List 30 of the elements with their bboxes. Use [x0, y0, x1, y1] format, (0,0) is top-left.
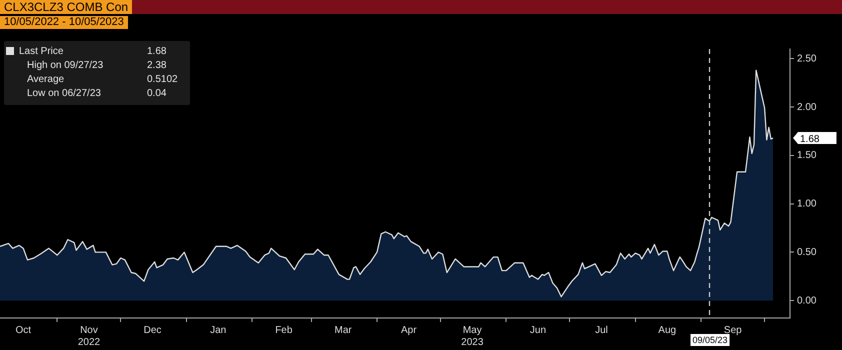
annotation: 1.68: [800, 134, 820, 145]
y-tick-label: 1.50: [797, 150, 817, 162]
chart-title: CLX3CLZ3 COMB Con: [0, 0, 132, 14]
ref-line-label: 09/05/23: [692, 334, 728, 345]
y-tick-label: 2.00: [797, 102, 817, 113]
y-tick-label: 0.50: [797, 246, 817, 258]
chart-subtitle: 10/05/2022 - 10/05/2023: [0, 16, 128, 29]
x-tick-label: Sep: [724, 324, 742, 336]
annotation: High on 09/27/23: [26, 60, 104, 72]
x-tick-label: Jul: [595, 324, 608, 336]
x-tick-label: Oct: [16, 324, 32, 336]
x-tick-label: Jun: [530, 324, 546, 336]
x-tick-label: Apr: [400, 324, 418, 336]
x-tick-label: Aug: [658, 324, 676, 336]
y-tick-label: 0.00: [797, 295, 817, 306]
x-tick-label: May 2023: [461, 324, 484, 348]
x-tick-label: Mar: [334, 324, 352, 336]
annotation: 0.04: [146, 88, 168, 100]
x-tick-label: Jan: [210, 324, 226, 336]
annotation: 2.38: [146, 60, 168, 72]
annotation: 0.5102: [146, 74, 179, 86]
x-tick-label: Nov 2022: [78, 324, 101, 348]
x-tick-label: Dec: [144, 324, 162, 336]
x-tick-label: Feb: [275, 324, 293, 336]
y-tick-label: 1.00: [797, 198, 817, 210]
annotation: Average: [26, 74, 66, 86]
y-tick-label: 2.50: [797, 53, 817, 64]
legend-label: Last Price: [19, 46, 64, 57]
annotation: 1.68: [146, 46, 168, 58]
annotation: Low on 06/27/23: [26, 88, 102, 100]
